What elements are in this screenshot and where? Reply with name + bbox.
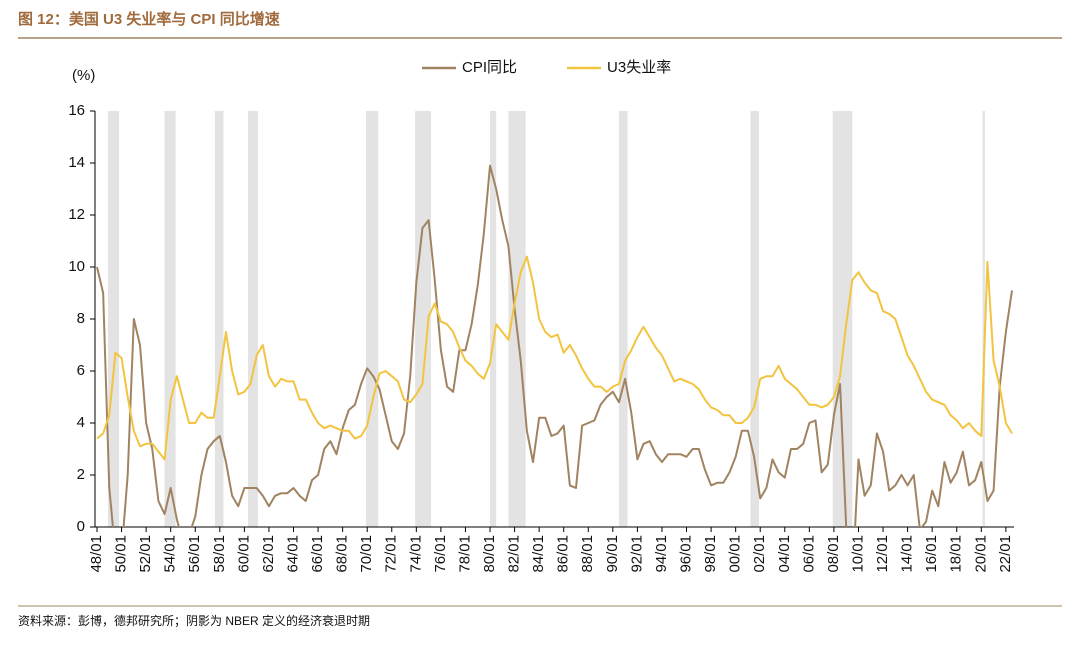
x-tick-label: 98/01 [702, 535, 719, 573]
x-tick-label: 00/01 [727, 535, 744, 573]
recession-band [982, 111, 985, 527]
y-tick-label: 2 [77, 466, 85, 483]
x-tick-label: 80/01 [481, 535, 498, 573]
x-tick-label: 20/01 [972, 535, 989, 573]
legend-label: U3失业率 [607, 59, 671, 76]
x-tick-label: 74/01 [407, 535, 424, 573]
recession-band [214, 111, 224, 527]
y-tick-label: 0 [77, 518, 85, 535]
x-tick-label: 22/01 [997, 535, 1014, 573]
x-tick-label: 96/01 [677, 535, 694, 573]
x-tick-label: 52/01 [137, 535, 154, 573]
y-tick-label: 6 [77, 362, 85, 379]
series-line [96, 164, 1013, 527]
x-tick-label: 88/01 [579, 535, 596, 573]
x-tick-label: 64/01 [284, 535, 301, 573]
x-tick-label: 92/01 [628, 535, 645, 573]
x-tick-label: 04/01 [776, 535, 793, 573]
chart-title: 图 12：美国 U3 失业率与 CPI 同比增速 [18, 10, 280, 28]
x-tick-label: 14/01 [899, 535, 916, 573]
x-tick-label: 16/01 [923, 535, 940, 573]
y-tick-label: 14 [68, 154, 85, 171]
source-note: 资料来源：彭博，德邦研究所；阴影为 NBER 定义的经济衰退时期 [18, 613, 370, 628]
x-tick-label: 70/01 [358, 535, 375, 573]
x-tick-label: 76/01 [432, 535, 449, 573]
x-tick-label: 66/01 [309, 535, 326, 573]
x-tick-label: 90/01 [604, 535, 621, 573]
recession-band [750, 111, 759, 527]
recession-band [508, 111, 526, 527]
x-tick-label: 54/01 [162, 535, 179, 573]
x-tick-label: 10/01 [849, 535, 866, 573]
x-tick-label: 08/01 [825, 535, 842, 573]
recession-band [832, 111, 853, 527]
x-tick-label: 82/01 [506, 535, 523, 573]
x-tick-label: 62/01 [260, 535, 277, 573]
y-tick-label: 12 [68, 206, 85, 223]
recession-band [415, 111, 432, 527]
y-axis-label: (%) [72, 67, 95, 84]
recession-band [365, 111, 379, 527]
x-tick-label: 56/01 [186, 535, 203, 573]
recession-band [618, 111, 628, 527]
x-tick-label: 50/01 [113, 535, 130, 573]
x-tick-label: 78/01 [456, 535, 473, 573]
recession-band [490, 111, 497, 527]
y-tick-label: 16 [68, 102, 85, 119]
x-tick-label: 72/01 [383, 535, 400, 573]
x-tick-label: 94/01 [653, 535, 670, 573]
y-tick-label: 8 [77, 310, 85, 327]
legend-label: CPI同比 [462, 59, 517, 76]
series-line [96, 255, 1013, 461]
y-tick-label: 10 [68, 258, 85, 275]
y-tick-label: 4 [77, 414, 85, 431]
recession-band [164, 111, 176, 527]
x-tick-label: 58/01 [211, 535, 228, 573]
x-tick-label: 06/01 [800, 535, 817, 573]
recession-band [108, 111, 120, 527]
x-tick-label: 60/01 [235, 535, 252, 573]
recession-band [248, 111, 258, 527]
x-tick-label: 86/01 [555, 535, 572, 573]
x-tick-label: 68/01 [334, 535, 351, 573]
x-tick-label: 12/01 [874, 535, 891, 573]
plot-lines [96, 164, 1013, 527]
x-tick-label: 02/01 [751, 535, 768, 573]
x-tick-label: 48/01 [88, 535, 105, 573]
x-tick-label: 18/01 [948, 535, 965, 573]
x-tick-label: 84/01 [530, 535, 547, 573]
